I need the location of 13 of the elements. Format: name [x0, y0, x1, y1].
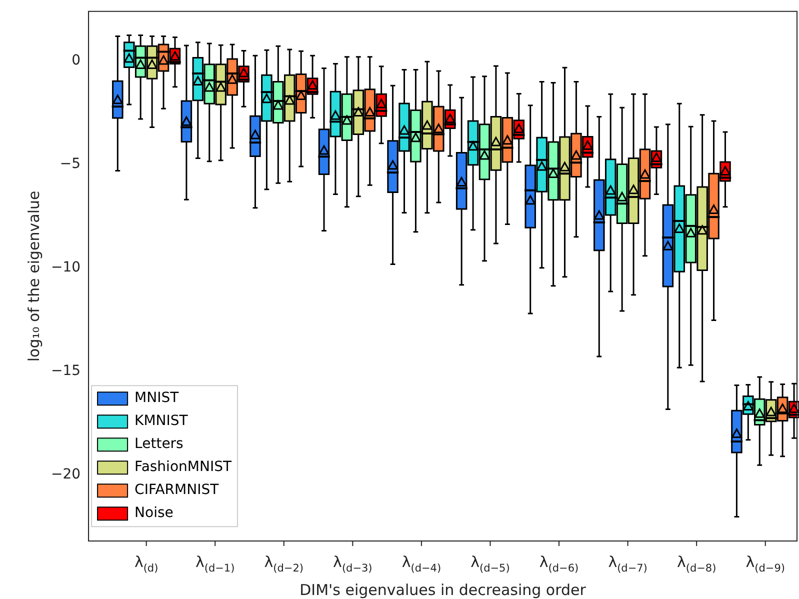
x-axis-title: DIM's eigenvalues in decreasing order — [300, 581, 587, 599]
y-tick-label: 0 — [72, 52, 81, 69]
y-tick-label: −5 — [60, 156, 81, 172]
legend-label: Letters — [134, 436, 184, 452]
legend-label: KMNIST — [134, 413, 188, 430]
y-tick-label: −15 — [51, 363, 81, 380]
y-axis-title: log₁₀ of the eigenvalue — [24, 190, 43, 362]
y-tick-label: −20 — [51, 466, 81, 482]
legend-label: Noise — [134, 505, 174, 522]
y-tick-label: −10 — [51, 260, 81, 276]
legend-label: CIFARMNIST — [134, 482, 220, 498]
legend-label: MNIST — [134, 390, 180, 406]
legend-label: FashionMNIST — [134, 459, 232, 476]
